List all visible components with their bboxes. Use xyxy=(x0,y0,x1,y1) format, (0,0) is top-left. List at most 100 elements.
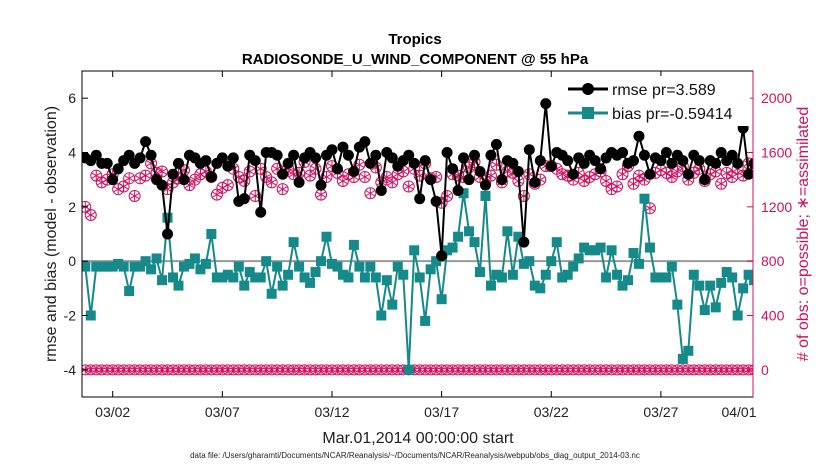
rmse-marker xyxy=(660,147,672,158)
y-tick-label-right: 2000 xyxy=(761,90,792,106)
bias-marker xyxy=(217,272,228,283)
obs-level-asterisk-stroke xyxy=(750,369,753,373)
rmse-marker xyxy=(534,155,546,167)
obs-assimilated-marker-stroke xyxy=(816,174,825,179)
obs-assimilated-marker-stroke xyxy=(590,171,600,178)
obs-assimilated-marker-stroke xyxy=(821,166,830,171)
bias-marker xyxy=(140,256,151,267)
x-tick-label: 03/27 xyxy=(643,404,678,420)
obs-assimilated-marker-stroke xyxy=(772,170,781,175)
rmse-marker xyxy=(364,157,376,169)
obs-assimilated-marker-stroke xyxy=(667,174,677,180)
obs-assimilated-marker xyxy=(628,178,639,189)
rmse-marker xyxy=(627,155,639,167)
obs-assimilated-marker-stroke xyxy=(305,172,315,179)
rmse-marker xyxy=(337,141,349,153)
y-tick-label-left: 2 xyxy=(68,199,76,215)
legend-box xyxy=(578,76,750,126)
x-axis: 03/02 03/07 03/12 03/17 03/22 03/27 04/01 xyxy=(95,71,757,420)
obs-assimilated-marker-stroke xyxy=(524,171,534,178)
bias-marker xyxy=(826,264,830,274)
bias-marker xyxy=(348,239,359,250)
rmse-marker xyxy=(469,149,481,161)
bias-marker xyxy=(782,272,792,282)
obs-possible-marker xyxy=(386,176,399,189)
bias-marker xyxy=(623,275,634,286)
bias-marker xyxy=(370,272,381,283)
bias-marker xyxy=(650,272,661,283)
obs-assimilated-marker xyxy=(766,176,775,186)
obs-possible-marker xyxy=(249,189,262,202)
rmse-marker xyxy=(238,193,250,205)
bias-marker xyxy=(316,256,327,267)
bias-marker xyxy=(184,258,195,269)
y-axis-label-left: rmse and bias (model - observation) xyxy=(43,106,60,362)
legend: rmse pr=3.589 bias pr=-0.59414 xyxy=(568,76,750,126)
obs-assimilated-marker-stroke xyxy=(755,176,764,181)
bias-marker xyxy=(239,280,250,291)
obs-possible-marker xyxy=(402,180,415,193)
bias-marker xyxy=(485,280,496,291)
obs-assimilated-marker xyxy=(387,177,397,188)
bias-marker xyxy=(332,261,343,272)
obs-possible-marker xyxy=(128,189,141,202)
rmse-marker xyxy=(386,152,398,164)
bias-marker xyxy=(529,280,540,291)
bias-marker xyxy=(381,275,392,286)
bias-marker xyxy=(738,283,749,294)
bias-marker xyxy=(436,294,447,305)
x-tick-label: 03/22 xyxy=(534,404,569,420)
obs-assimilated-marker-stroke xyxy=(827,172,830,177)
rmse-marker xyxy=(408,157,420,169)
rmse-marker xyxy=(814,147,825,158)
bias-marker xyxy=(666,261,677,272)
rmse-marker xyxy=(518,236,530,248)
rmse-marker xyxy=(112,163,124,175)
obs-possible-marker xyxy=(490,158,503,171)
x-tick-label: 03/07 xyxy=(205,404,240,420)
bias-marker xyxy=(310,267,321,278)
rmse-marker xyxy=(677,155,689,167)
rmse-marker xyxy=(441,147,453,158)
rmse-marker xyxy=(216,152,228,164)
rmse-marker xyxy=(326,144,338,156)
bias-marker xyxy=(288,237,299,248)
rmse-marker xyxy=(436,250,448,262)
rmse-marker xyxy=(123,149,135,161)
bias-marker xyxy=(655,272,666,283)
obs-assimilated-marker-stroke xyxy=(157,168,167,175)
obs-assimilated-marker-stroke xyxy=(777,174,786,179)
obs-assimilated-marker xyxy=(772,168,781,178)
obs-assimilated-marker xyxy=(338,176,348,187)
bias-marker xyxy=(699,305,710,316)
obs-assimilated-marker-stroke xyxy=(250,193,260,199)
obs-assimilated-marker-stroke xyxy=(316,191,326,198)
bias-marker xyxy=(557,272,568,283)
bias-marker xyxy=(299,272,310,283)
obs-assimilated-marker-stroke xyxy=(772,170,781,175)
bias-marker xyxy=(431,256,442,267)
obs-level-marker xyxy=(743,364,753,376)
obs-assimilated-marker-stroke xyxy=(135,175,145,182)
obs-assimilated-marker xyxy=(212,189,222,200)
rmse-marker xyxy=(490,138,502,150)
obs-assimilated-marker-stroke xyxy=(617,171,628,178)
legend-rmse-label: rmse pr=3.589 xyxy=(612,82,716,99)
chart-subtitle: RADIOSONDE_U_WIND_COMPONENT @ 55 hPa xyxy=(242,51,589,68)
rmse-marker xyxy=(540,98,552,110)
obs-assimilated-marker xyxy=(97,177,107,188)
obs-assimilated-marker xyxy=(722,167,732,178)
bias-marker xyxy=(496,272,507,283)
obs-assimilated-marker xyxy=(716,178,726,189)
obs-assimilated-marker-stroke xyxy=(634,172,644,179)
x-axis-label: Mar.01,2014 00:00:00 start xyxy=(322,430,514,447)
obs-possible-marker xyxy=(265,176,278,189)
bias-marker xyxy=(189,253,200,264)
bias-marker xyxy=(343,272,354,283)
bias-marker xyxy=(573,253,584,264)
rmse-marker xyxy=(167,168,179,180)
bias-marker xyxy=(118,261,129,272)
bias-marker xyxy=(414,272,425,283)
obs-assimilated-marker xyxy=(267,177,277,188)
